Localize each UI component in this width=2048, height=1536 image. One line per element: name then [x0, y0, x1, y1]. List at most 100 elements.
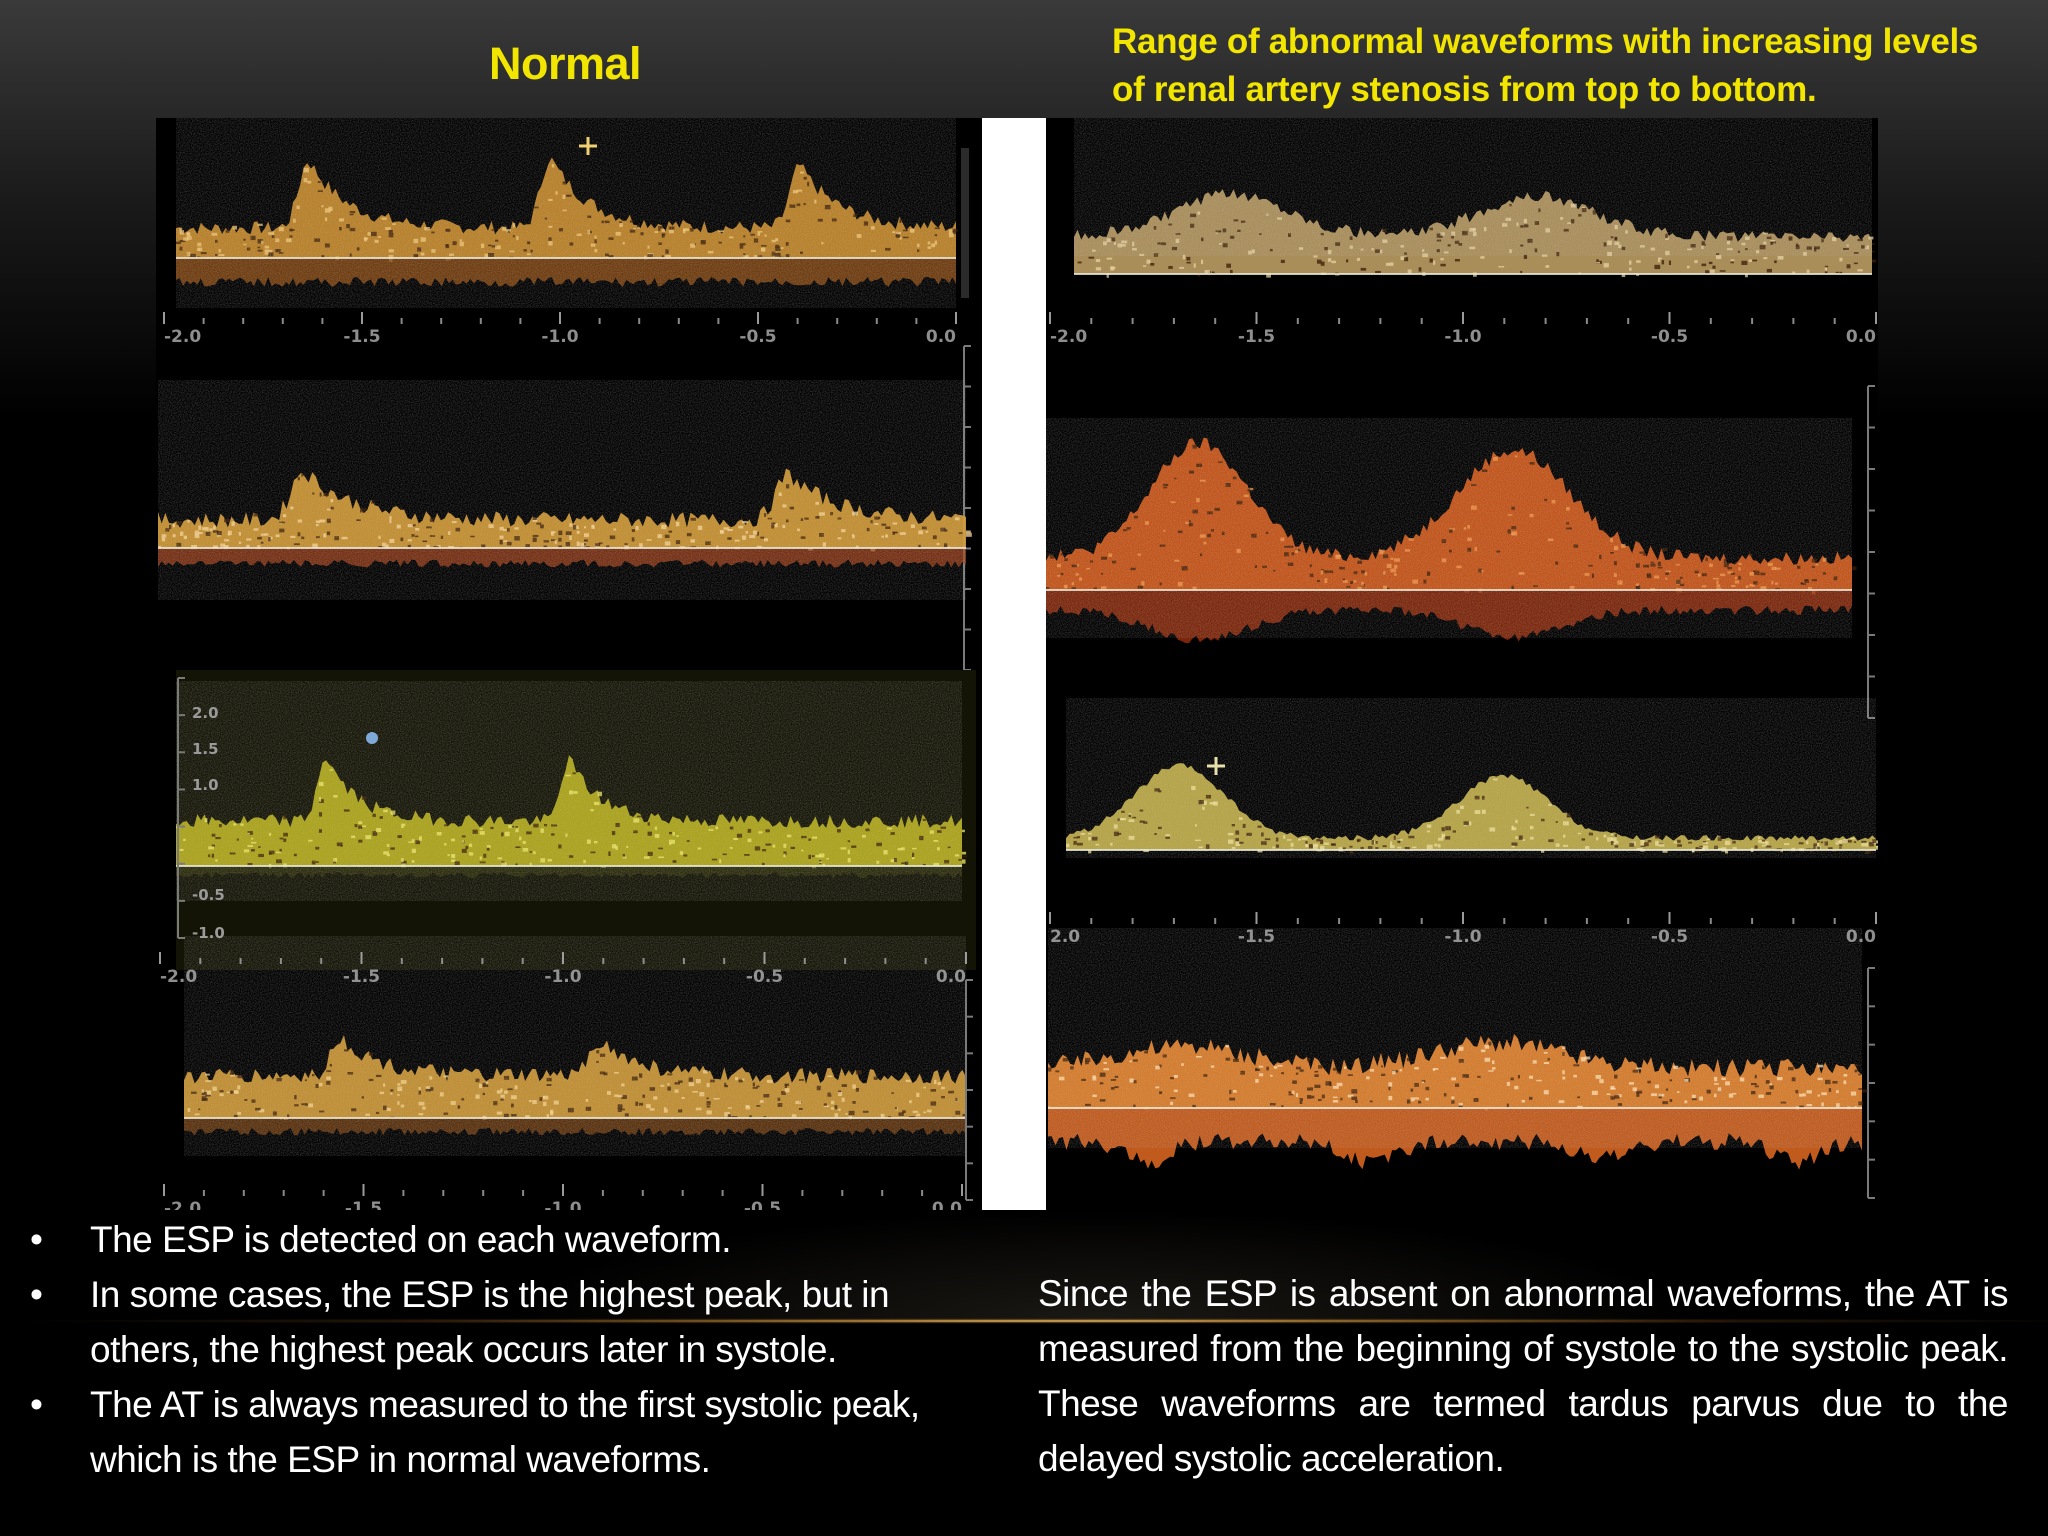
speckle: [1317, 259, 1322, 264]
grain-texture: [184, 936, 966, 1156]
speckle: [1327, 258, 1332, 262]
speckle: [1182, 254, 1186, 260]
speckle: [1360, 267, 1367, 271]
speckle: [1862, 1089, 1868, 1093]
speckle: [1872, 250, 1875, 253]
speckle: [1280, 259, 1285, 264]
abnormal-waveforms-panel: -2.0 -1.5 -1.0 -0.5 0.0 2.0 -1.5 -1.0 -0.5 0.0: [1046, 118, 1878, 1210]
grain-texture: [1074, 118, 1872, 256]
speckle: [1313, 255, 1318, 258]
speckle: [1752, 259, 1758, 262]
time-axis-label: -1.5: [1238, 327, 1275, 347]
scale-strip: [961, 148, 969, 298]
speckle: [1705, 270, 1710, 275]
normal-doppler-waveforms: -2.0 -1.5 -1.0 -0.5 0.0 2.0 1.5 1.0 -0.5 -1.0 -2.0…: [158, 118, 976, 1210]
velocity-label: 1.0: [192, 776, 219, 794]
speckle: [1077, 261, 1082, 264]
speckle: [1389, 262, 1394, 266]
speckle: [1331, 260, 1336, 264]
time-axis-label: -2.0: [1050, 327, 1087, 347]
abnormal-title: Range of abnormal waveforms with increas…: [1112, 22, 1979, 109]
speckle: [1110, 266, 1116, 270]
time-axis-label: -1.5: [345, 1199, 382, 1210]
speckle: [1523, 254, 1528, 259]
speckle: [1852, 566, 1857, 571]
speckle: [1668, 260, 1672, 265]
time-axis-label: -0.5: [739, 327, 776, 347]
speckle: [1433, 260, 1436, 265]
speckle: [1545, 265, 1550, 268]
speckle: [1763, 257, 1768, 260]
speckle: [1846, 264, 1851, 269]
speckle: [1824, 271, 1828, 275]
time-axis-label: -2.0: [164, 1199, 201, 1210]
speckle: [1708, 261, 1713, 265]
speckle: [1748, 259, 1752, 263]
grain-texture: [1066, 698, 1876, 858]
speckle: [1440, 263, 1446, 267]
speckle: [1320, 261, 1325, 266]
speckle: [1730, 261, 1734, 264]
speckle: [1095, 267, 1102, 271]
speckle: [1179, 266, 1185, 269]
bullet-item: • In some cases, the ESP is the highest …: [30, 1267, 990, 1377]
time-axis-label: -1.0: [1444, 327, 1481, 347]
speckle: [1193, 263, 1196, 268]
speckle: [1142, 265, 1147, 267]
speckle: [1226, 263, 1231, 268]
speckle: [1088, 256, 1095, 259]
speckle: [1418, 267, 1422, 272]
speckle: [962, 855, 968, 858]
glow-haze: [500, 1210, 1700, 1320]
speckle: [1835, 271, 1839, 274]
time-axis-label: 0.0: [1846, 327, 1876, 347]
speckle: [1186, 261, 1191, 264]
normal-notes-list: • The ESP is detected on each waveform. …: [30, 1212, 990, 1487]
speckle: [1716, 254, 1722, 260]
speckle: [962, 829, 965, 833]
time-axis-label: 0.0: [926, 327, 956, 347]
speckle: [1694, 260, 1698, 264]
speckle: [1636, 260, 1641, 263]
grain-texture: [1048, 928, 1862, 1148]
speckle: [1211, 271, 1215, 274]
velocity-label: 2.0: [192, 704, 219, 722]
speckle: [1520, 270, 1523, 274]
speckle: [1146, 259, 1151, 264]
normal-waveforms-panel: -2.0 -1.5 -1.0 -0.5 0.0 2.0 1.5 1.0 -0.5 -1.0 -2.0…: [156, 118, 982, 1210]
esp-marker: [366, 732, 378, 744]
speckle: [1498, 266, 1505, 268]
speckle: [1230, 269, 1233, 274]
speckle: [1658, 258, 1661, 263]
speckle: [1745, 273, 1748, 278]
speckle: [1872, 259, 1877, 263]
speckle: [1429, 258, 1433, 263]
speckle: [1824, 265, 1829, 268]
grain-texture: [1046, 418, 1852, 638]
speckle: [1719, 270, 1726, 272]
bullet-item: • The ESP is detected on each waveform.: [30, 1212, 990, 1267]
time-axis-label: -1.0: [544, 1199, 581, 1210]
speckle: [966, 532, 972, 537]
speckle: [1356, 257, 1361, 261]
speckle: [1150, 263, 1155, 266]
velocity-label: 1.5: [192, 740, 219, 758]
speckle: [1741, 260, 1748, 265]
speckle: [1792, 271, 1796, 275]
speckle: [1204, 270, 1211, 274]
time-axis-label: -0.5: [1651, 327, 1688, 347]
speckle: [1385, 262, 1391, 266]
speckle: [1853, 262, 1858, 265]
speckle: [1603, 263, 1609, 268]
bullet-item: • The AT is always measured to the first…: [30, 1377, 990, 1487]
speckle: [1629, 260, 1632, 265]
grain-texture: [176, 118, 956, 308]
abnormal-explanation: Since the ESP is absent on abnormal wave…: [1038, 1273, 2009, 1479]
time-axis-label: -0.5: [744, 1199, 781, 1210]
speckle: [1661, 260, 1665, 265]
speckle: [1774, 260, 1777, 264]
speckle: [1375, 270, 1381, 274]
bullet-text: In some cases, the ESP is the highest pe…: [90, 1274, 890, 1370]
speckle: [1872, 243, 1875, 246]
bullet-marker: •: [30, 1384, 43, 1425]
